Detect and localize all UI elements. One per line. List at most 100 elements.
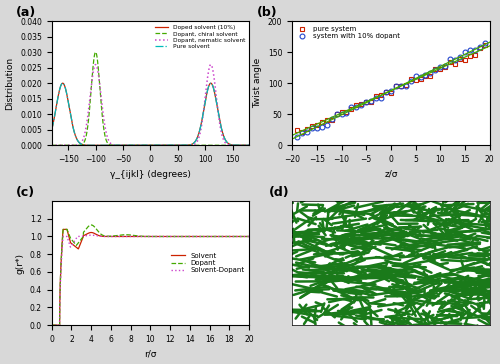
Dopant [134,234,140,238]
Dopant, chiral solvent [145,143,151,147]
Doped solvent (10%) [60,81,66,86]
system with 10% dopant [393,84,399,88]
system with 10% dopant [447,57,453,62]
Dopant, chiral solvent [246,143,252,147]
Pure solvent [204,89,210,93]
pure system [309,123,315,128]
system with 10% dopant [304,130,310,134]
X-axis label: r/σ: r/σ [144,349,156,359]
Pure solvent [59,82,65,86]
pure system [408,76,414,81]
system with 10% dopant [408,79,414,83]
Line: Dopant, nematic solvent: Dopant, nematic solvent [52,64,249,145]
Dopant, chiral solvent [140,143,145,147]
pure system [324,118,330,122]
Dopant, nematic solvent [240,143,246,147]
pure system [428,74,434,79]
pure system [447,60,453,64]
Y-axis label: Distribution: Distribution [6,57,15,110]
Doped solvent (10%) [240,143,246,147]
pure system [373,94,379,99]
Legend: Doped solvent (10%), Dopant, chiral solvent, Dopant, nematic solvent, Pure solve: Doped solvent (10%), Dopant, chiral solv… [154,24,246,50]
pure system [383,90,389,95]
system with 10% dopant [319,125,325,129]
Dopant [142,234,148,238]
system with 10% dopant [442,64,448,68]
Pure solvent [246,143,252,147]
Dopant, chiral solvent [204,143,210,147]
system with 10% dopant [299,131,305,135]
Line: Doped solvent (10%): Doped solvent (10%) [52,83,249,145]
system with 10% dopant [462,50,468,54]
pure system [334,111,340,116]
Solvent [142,234,148,239]
Solvent [134,234,140,239]
Dopant, chiral solvent [48,143,54,147]
Pure solvent [60,81,66,86]
system with 10% dopant [412,74,418,78]
system with 10% dopant [402,84,408,88]
pure system [482,43,488,48]
Dopant, nematic solvent [246,143,252,147]
Line: pure system: pure system [294,43,487,134]
pure system [388,91,394,95]
pure system [328,118,334,122]
Solvent [192,234,198,239]
system with 10% dopant [338,112,344,116]
Solvent-Dopant [134,234,140,239]
system with 10% dopant [388,88,394,93]
system with 10% dopant [378,95,384,100]
system with 10% dopant [467,47,473,52]
Dopant, nematic solvent [92,62,98,67]
pure system [418,77,424,82]
Dopant, chiral solvent [92,50,98,54]
Dopant, nematic solvent [145,143,151,147]
system with 10% dopant [324,123,330,127]
Solvent-Dopant [142,234,148,239]
Line: Pure solvent: Pure solvent [52,83,249,145]
Legend: pure system, system with 10% dopant: pure system, system with 10% dopant [296,25,402,41]
system with 10% dopant [334,112,340,116]
system with 10% dopant [383,90,389,94]
system with 10% dopant [348,105,354,109]
Pure solvent [240,143,246,147]
Line: Dopant, chiral solvent: Dopant, chiral solvent [52,52,249,145]
Solvent [49,323,55,327]
pure system [294,128,300,132]
Dopant [230,234,236,239]
system with 10% dopant [428,71,434,75]
Dopant, nematic solvent [240,143,246,147]
Doped solvent (10%) [240,143,246,147]
Dopant [88,223,94,227]
Pure solvent [48,128,54,132]
Line: system with 10% dopant: system with 10% dopant [294,41,487,139]
Dopant, chiral solvent [240,143,246,147]
Solvent-Dopant [230,234,236,239]
Doped solvent (10%) [134,143,140,147]
Pure solvent [134,143,140,147]
system with 10% dopant [418,75,424,79]
Dopant, nematic solvent [48,143,54,147]
pure system [344,110,349,114]
Dopant [49,323,55,327]
pure system [378,93,384,97]
Doped solvent (10%) [59,82,65,86]
system with 10% dopant [472,48,478,52]
Line: Solvent-Dopant: Solvent-Dopant [52,235,249,325]
Text: (d): (d) [268,186,289,198]
pure system [304,126,310,131]
system with 10% dopant [344,111,349,115]
system with 10% dopant [452,58,458,62]
Text: (a): (a) [16,5,36,19]
Dopant [192,234,198,239]
pure system [358,102,364,107]
pure system [398,84,404,88]
Dopant, chiral solvent [240,143,246,147]
Doped solvent (10%) [48,128,54,132]
Solvent-Dopant [192,234,198,239]
pure system [467,54,473,58]
pure system [442,65,448,70]
Solvent [60,227,66,232]
Y-axis label: g(r*): g(r*) [16,253,24,274]
Solvent [230,234,236,239]
